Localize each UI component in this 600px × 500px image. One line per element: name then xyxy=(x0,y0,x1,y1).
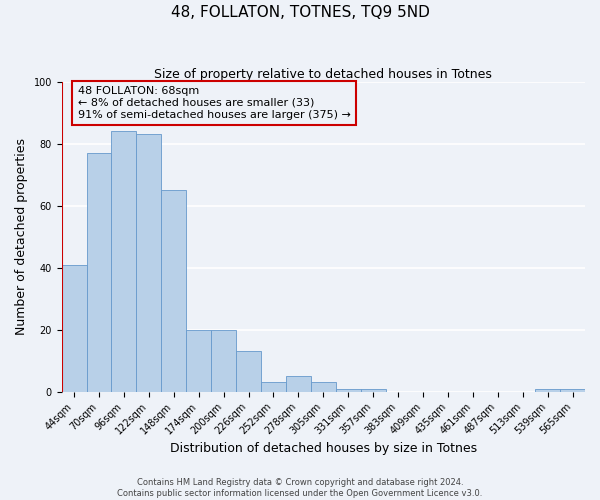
Bar xyxy=(62,264,86,392)
Text: 48 FOLLATON: 68sqm
← 8% of detached houses are smaller (33)
91% of semi-detached: 48 FOLLATON: 68sqm ← 8% of detached hous… xyxy=(78,86,351,120)
Y-axis label: Number of detached properties: Number of detached properties xyxy=(15,138,28,335)
Bar xyxy=(86,153,112,392)
Bar xyxy=(112,132,136,392)
Title: Size of property relative to detached houses in Totnes: Size of property relative to detached ho… xyxy=(154,68,492,80)
Bar xyxy=(211,330,236,392)
Bar xyxy=(186,330,211,392)
Bar xyxy=(261,382,286,392)
Bar xyxy=(311,382,336,392)
Bar xyxy=(136,134,161,392)
Bar xyxy=(535,388,560,392)
Bar xyxy=(161,190,186,392)
Bar xyxy=(236,352,261,392)
Bar xyxy=(361,388,386,392)
Text: Contains HM Land Registry data © Crown copyright and database right 2024.
Contai: Contains HM Land Registry data © Crown c… xyxy=(118,478,482,498)
Bar xyxy=(336,388,361,392)
Bar xyxy=(286,376,311,392)
Bar xyxy=(560,388,585,392)
X-axis label: Distribution of detached houses by size in Totnes: Distribution of detached houses by size … xyxy=(170,442,477,455)
Text: 48, FOLLATON, TOTNES, TQ9 5ND: 48, FOLLATON, TOTNES, TQ9 5ND xyxy=(170,5,430,20)
